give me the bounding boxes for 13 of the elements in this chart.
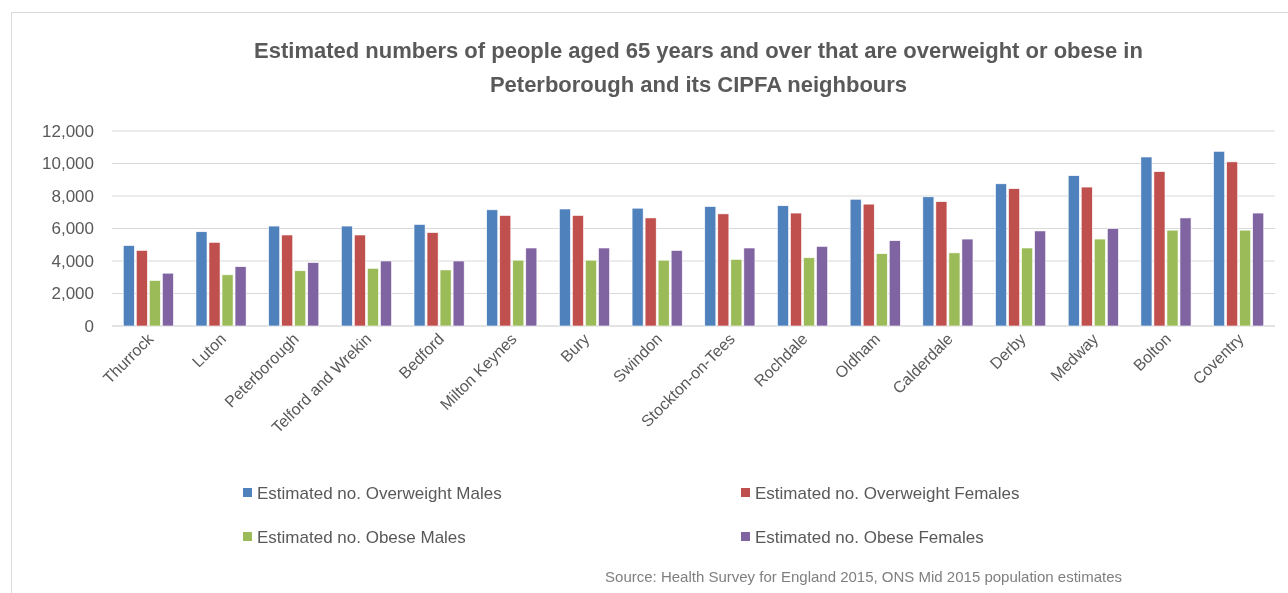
- y-tick-label: 10,000: [42, 154, 94, 174]
- legend-label: Estimated no. Obese Males: [257, 527, 466, 547]
- chart-title: Estimated numbers of people aged 65 years and over that are overweight or obese in Peterborough and its CIPFA neighbours: [254, 38, 1143, 97]
- y-tick-label: 12,000: [42, 121, 94, 141]
- legend-label: Estimated no. Overweight Males: [257, 483, 502, 503]
- legend-label: Estimated no. Overweight Females: [755, 483, 1020, 503]
- y-tick-label: 0: [84, 316, 94, 336]
- y-tick-label: 2,000: [51, 284, 94, 304]
- source-note: Source: Health Survey for England 2015, ONS Mid 2015 population estimates: [605, 568, 1122, 586]
- y-tick-label: 6,000: [51, 219, 94, 239]
- legend-label: Estimated no. Obese Females: [755, 527, 984, 547]
- y-tick-label: 4,000: [51, 251, 94, 271]
- y-tick-label: 8,000: [51, 186, 94, 206]
